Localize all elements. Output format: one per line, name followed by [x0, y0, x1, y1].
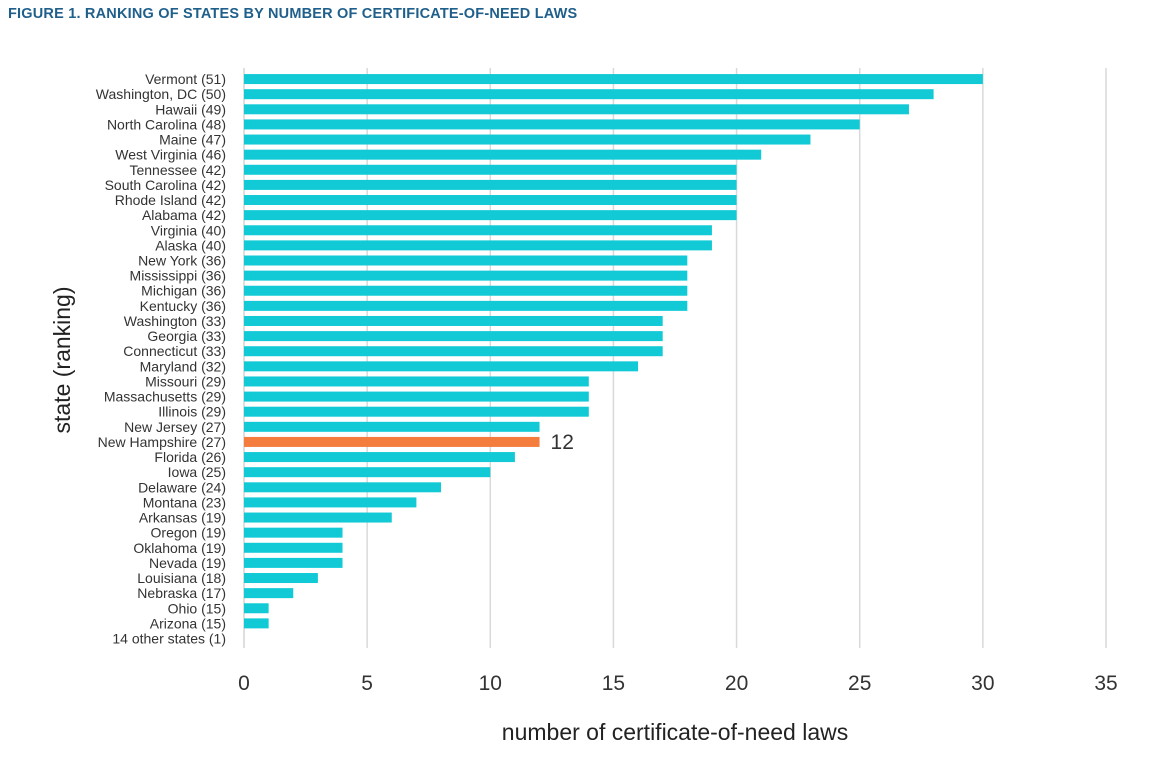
- bar: [244, 134, 811, 145]
- category-label: New Jersey (27): [124, 419, 226, 435]
- category-label: Alaska (40): [155, 237, 226, 253]
- figure-title: FIGURE 1. RANKING OF STATES BY NUMBER OF…: [8, 6, 578, 22]
- bar: [244, 573, 318, 584]
- category-label: Montana (23): [143, 494, 226, 510]
- category-label: Iowa (25): [168, 464, 226, 480]
- bar: [244, 527, 343, 538]
- category-label: Virginia (40): [151, 222, 226, 238]
- category-label: Nevada (19): [149, 555, 226, 571]
- bar: [244, 210, 737, 221]
- bar: [244, 467, 491, 478]
- bar: [244, 376, 589, 387]
- category-label: Arkansas (19): [139, 510, 226, 526]
- category-label: Georgia (33): [147, 328, 226, 344]
- category-label: Maine (47): [159, 132, 226, 148]
- bar: [244, 300, 688, 311]
- bar: [244, 195, 737, 206]
- category-label: Nebraska (17): [137, 585, 226, 601]
- y-axis-title: state (ranking): [49, 286, 75, 433]
- category-label: Oklahoma (19): [133, 540, 226, 556]
- category-label: New York (36): [138, 253, 226, 269]
- bar: [244, 149, 762, 160]
- category-label: Oregon (19): [151, 525, 226, 541]
- x-tick-label: 25: [848, 672, 871, 695]
- bar: [244, 557, 343, 568]
- category-label: Illinois (29): [158, 404, 226, 420]
- x-tick-label: 20: [725, 672, 748, 695]
- category-label: Tennessee (42): [129, 162, 226, 178]
- category-label: Maryland (32): [140, 358, 226, 374]
- category-label: Alabama (42): [142, 207, 226, 223]
- bar: [244, 346, 663, 357]
- category-label: Washington, DC (50): [96, 86, 226, 102]
- category-label: Connecticut (33): [123, 343, 226, 359]
- category-label: Washington (33): [124, 313, 226, 329]
- bar: [244, 104, 909, 115]
- category-label: Rhode Island (42): [115, 192, 226, 208]
- bar: [244, 74, 983, 85]
- category-label: Massachusetts (29): [104, 389, 226, 405]
- bar: [244, 618, 269, 629]
- bar: [244, 406, 589, 417]
- category-labels: Vermont (51)Washington, DC (50)Hawaii (4…: [96, 71, 226, 646]
- bar: [244, 482, 442, 493]
- x-tick-label: 15: [602, 672, 625, 695]
- category-label: Ohio (15): [168, 600, 226, 616]
- category-label: Mississippi (36): [130, 268, 226, 284]
- gridlines: [243, 68, 1107, 648]
- bar: [244, 255, 688, 266]
- bar: [244, 285, 688, 296]
- bar: [244, 119, 860, 130]
- bar: [244, 225, 712, 236]
- bar: [244, 179, 737, 190]
- bar: [244, 164, 737, 175]
- category-label: 14 other states (1): [112, 631, 226, 647]
- category-label: Louisiana (18): [137, 570, 226, 586]
- bar: [244, 240, 712, 251]
- bar: [244, 315, 663, 326]
- x-tick-label: 5: [361, 672, 373, 695]
- bar: [244, 452, 515, 463]
- category-label: Vermont (51): [145, 71, 226, 87]
- category-label: Arizona (15): [150, 615, 226, 631]
- category-label: West Virginia (46): [115, 147, 226, 163]
- category-label: North Carolina (48): [107, 116, 226, 132]
- bar: [244, 331, 663, 342]
- x-tick-labels: 0 5 10 15 20 25 30 35: [238, 672, 1118, 695]
- bar: [244, 361, 639, 372]
- bar: [244, 512, 392, 523]
- category-label: Delaware (24): [138, 479, 226, 495]
- bar: [244, 542, 343, 553]
- bars: 12: [244, 74, 983, 629]
- bar: [244, 270, 688, 281]
- category-label: Florida (26): [154, 449, 226, 465]
- x-tick-label: 35: [1094, 672, 1117, 695]
- category-label: Michigan (36): [141, 283, 226, 299]
- category-label: South Carolina (42): [105, 177, 226, 193]
- x-axis-title: number of certificate-of-need laws: [502, 719, 848, 745]
- bar: [244, 603, 269, 614]
- category-label: New Hampshire (27): [98, 434, 226, 450]
- highlight-data-label: 12: [551, 431, 574, 454]
- bar: [244, 588, 294, 599]
- category-label: Kentucky (36): [140, 298, 226, 314]
- category-label: Missouri (29): [145, 373, 226, 389]
- bar: [244, 497, 417, 508]
- category-label: Hawaii (49): [155, 101, 226, 117]
- x-tick-label: 0: [238, 672, 250, 695]
- bar: [244, 421, 540, 432]
- bar: [244, 391, 589, 402]
- bar: [244, 89, 934, 100]
- x-tick-label: 30: [971, 672, 994, 695]
- x-tick-label: 10: [479, 672, 502, 695]
- bar-highlighted: [244, 436, 540, 447]
